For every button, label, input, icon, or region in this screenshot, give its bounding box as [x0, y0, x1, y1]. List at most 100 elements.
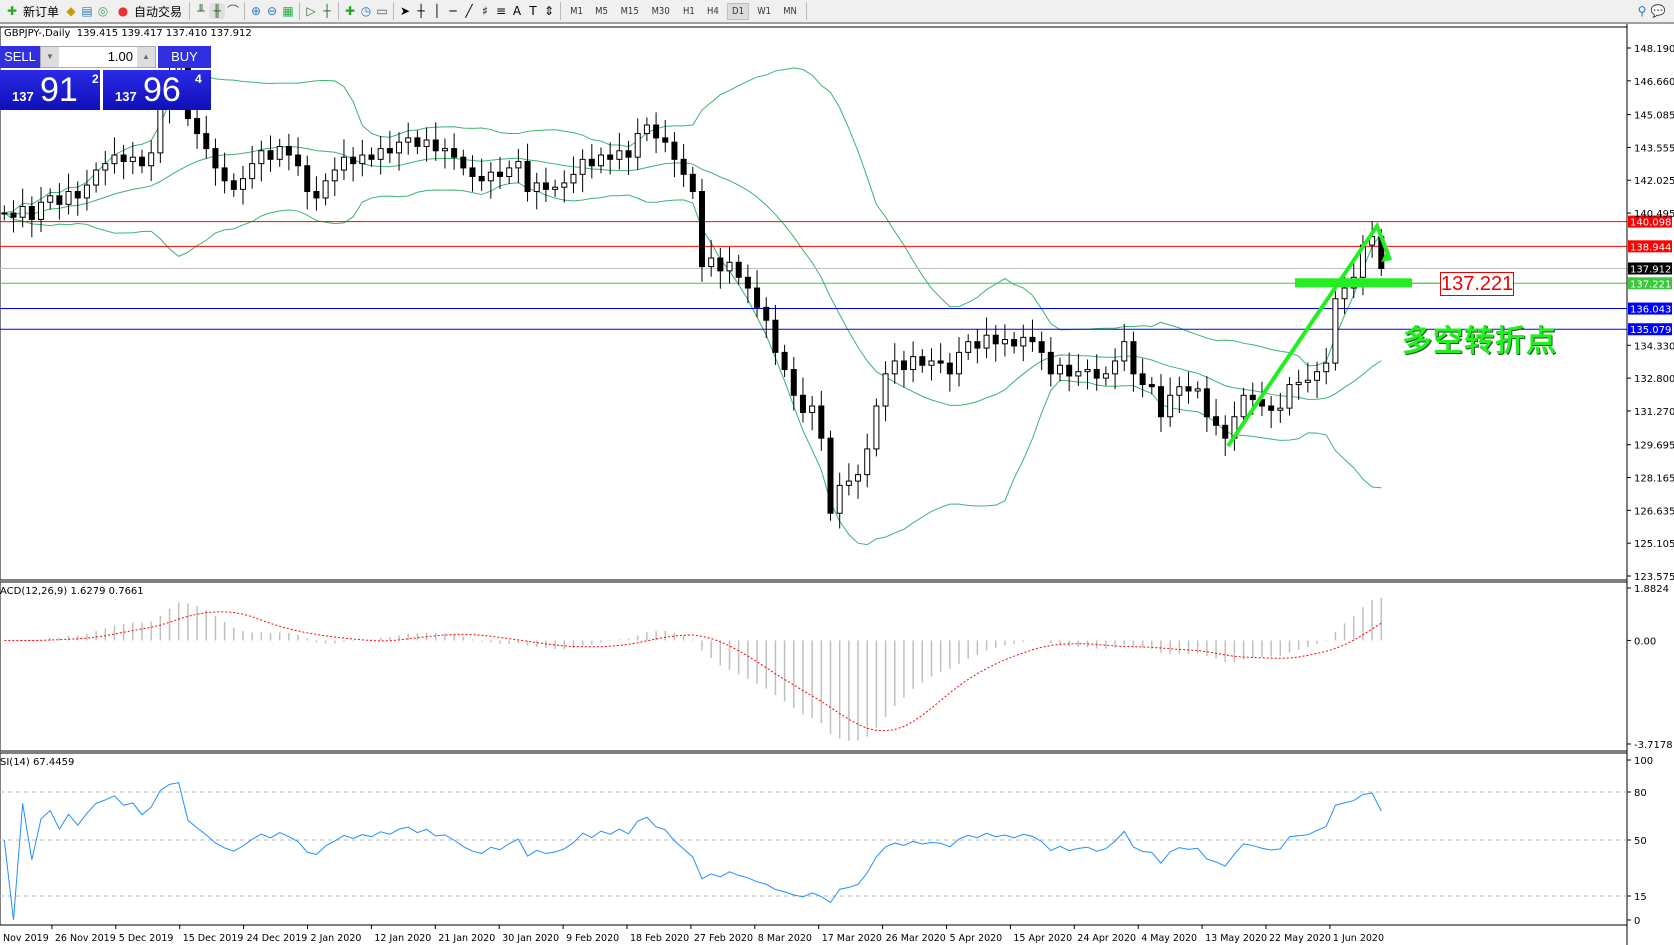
fibo-fan-icon[interactable]: ≡ [496, 4, 507, 18]
price-axis-label: 143.555 [1634, 143, 1674, 154]
timeframe-m1[interactable]: M1 [570, 5, 583, 17]
sell-price[interactable]: 137 91 2 [0, 70, 100, 110]
price-label-annotation[interactable]: 137.221 [1440, 272, 1514, 296]
candle [744, 264, 751, 304]
candle-body [276, 145, 283, 160]
lot-input[interactable]: 1.00 [59, 47, 137, 67]
signals-icon[interactable]: ◎ [97, 4, 109, 18]
timeframe-h1[interactable]: H1 [682, 5, 695, 17]
timeframe-m5[interactable]: M5 [595, 5, 608, 17]
candle [588, 144, 595, 179]
candle-body [708, 257, 715, 268]
candle [1148, 377, 1155, 395]
candle-body [148, 152, 155, 167]
candle [634, 118, 641, 170]
candle-body [1047, 351, 1054, 375]
candle [818, 390, 825, 451]
candle [377, 135, 384, 175]
buy-price[interactable]: 137 96 4 [103, 70, 211, 110]
chart-shift-icon[interactable]: ┼ [323, 4, 331, 18]
text-icon[interactable]: A [512, 4, 522, 18]
price-tag: 137.221 [1630, 279, 1671, 290]
cursor-icon[interactable]: ➤ [400, 4, 411, 18]
timeframe-w1[interactable]: W1 [756, 5, 771, 17]
lot-stepper[interactable]: ▼ 1.00 ▲ [40, 46, 156, 68]
chart-area[interactable]: 140.098 138.944 137.912 137.221 136.043 135.0… [0, 24, 1674, 945]
lot-decrease-icon[interactable]: ▼ [41, 47, 59, 67]
candle [139, 149, 145, 174]
candle [56, 183, 63, 220]
candle [1038, 331, 1045, 371]
candle [148, 140, 155, 181]
line-chart-icon[interactable]: ⌒ [227, 4, 240, 18]
timeframe-m30[interactable]: M30 [651, 5, 671, 17]
candle-body [1213, 416, 1220, 426]
templates-icon[interactable]: ▭ [376, 4, 388, 18]
lot-increase-icon[interactable]: ▲ [137, 47, 155, 67]
candle-body [992, 334, 999, 345]
candle-body [634, 133, 641, 158]
chat-icon[interactable]: 💬 [1650, 4, 1666, 18]
timeframe-h4[interactable]: H4 [706, 5, 719, 17]
candle [910, 341, 917, 383]
horizontal-line-icon[interactable]: ─ [449, 4, 457, 18]
candle-body [763, 306, 770, 321]
candle-body [1332, 298, 1339, 364]
indicators-icon[interactable]: ✚ [345, 4, 356, 18]
candle-body [827, 437, 834, 514]
text-label-icon[interactable]: T [529, 4, 537, 18]
search-icon[interactable]: ⚲ [1637, 4, 1647, 18]
candle-body [396, 141, 403, 154]
candle [432, 122, 439, 161]
zoom-in-icon[interactable]: ⊕ [251, 4, 262, 18]
macd-panel-border [0, 581, 1628, 752]
sell-button[interactable]: SELL [0, 46, 40, 68]
macd-axis-label: 0.00 [1634, 636, 1656, 647]
candlestick-icon[interactable]: ╫ [209, 3, 226, 19]
crosshair-icon[interactable]: ┼ [417, 4, 425, 18]
vertical-line-icon[interactable]: │ [433, 4, 441, 18]
candle-body [249, 163, 256, 180]
price-tag: 138.944 [1630, 242, 1671, 253]
tile-windows-icon[interactable]: ▦ [282, 4, 294, 18]
price-tag: 136.043 [1630, 305, 1671, 316]
candle [28, 196, 35, 238]
price-axis-label: 129.695 [1634, 441, 1674, 452]
rsi-axis-label: 50 [1634, 836, 1647, 847]
fibonacci-icon[interactable]: ♯ [482, 4, 488, 18]
candle [497, 156, 504, 190]
time-axis-label: 24 Apr 2020 [1077, 933, 1136, 944]
candle [653, 112, 660, 154]
new-order-button[interactable]: ✚ 新订单 [0, 0, 63, 22]
candle [1314, 361, 1321, 399]
reversal-point-annotation[interactable]: 多空转折点 [1402, 324, 1557, 359]
candle-body [368, 154, 375, 160]
candle-body [689, 173, 696, 193]
candle [359, 139, 366, 177]
candle-body [836, 484, 843, 514]
buy-button[interactable]: BUY [158, 46, 211, 68]
divider [299, 2, 301, 20]
market-watch-icon[interactable]: ◆ [66, 4, 76, 18]
zoom-out-icon[interactable]: ⊖ [267, 4, 278, 18]
bar-chart-icon[interactable]: ╨ [197, 4, 205, 18]
auto-trading-button[interactable]: ● 自动交易 [111, 0, 186, 22]
trend-arrow [1226, 221, 1390, 448]
data-window-icon[interactable]: ▤ [81, 4, 93, 18]
candle [662, 120, 669, 153]
candle [781, 344, 788, 378]
candle-body [423, 139, 430, 147]
periods-icon[interactable]: ◷ [360, 4, 372, 18]
autoscroll-icon[interactable]: ▷ [306, 4, 316, 18]
timeframe-m15[interactable]: M15 [620, 5, 639, 17]
candle [83, 169, 90, 211]
candle [1185, 371, 1192, 404]
price-axis-label: 132.800 [1634, 374, 1674, 385]
timeframe-mn[interactable]: MN [783, 5, 797, 17]
timeframe-d1[interactable]: D1 [726, 2, 749, 20]
price-axis-label: 142.025 [1634, 176, 1674, 187]
candle-body [515, 160, 522, 169]
trendline-icon[interactable]: ╱ [465, 4, 473, 18]
candle [249, 145, 256, 189]
arrows-icon[interactable]: ⇕ [544, 4, 555, 18]
